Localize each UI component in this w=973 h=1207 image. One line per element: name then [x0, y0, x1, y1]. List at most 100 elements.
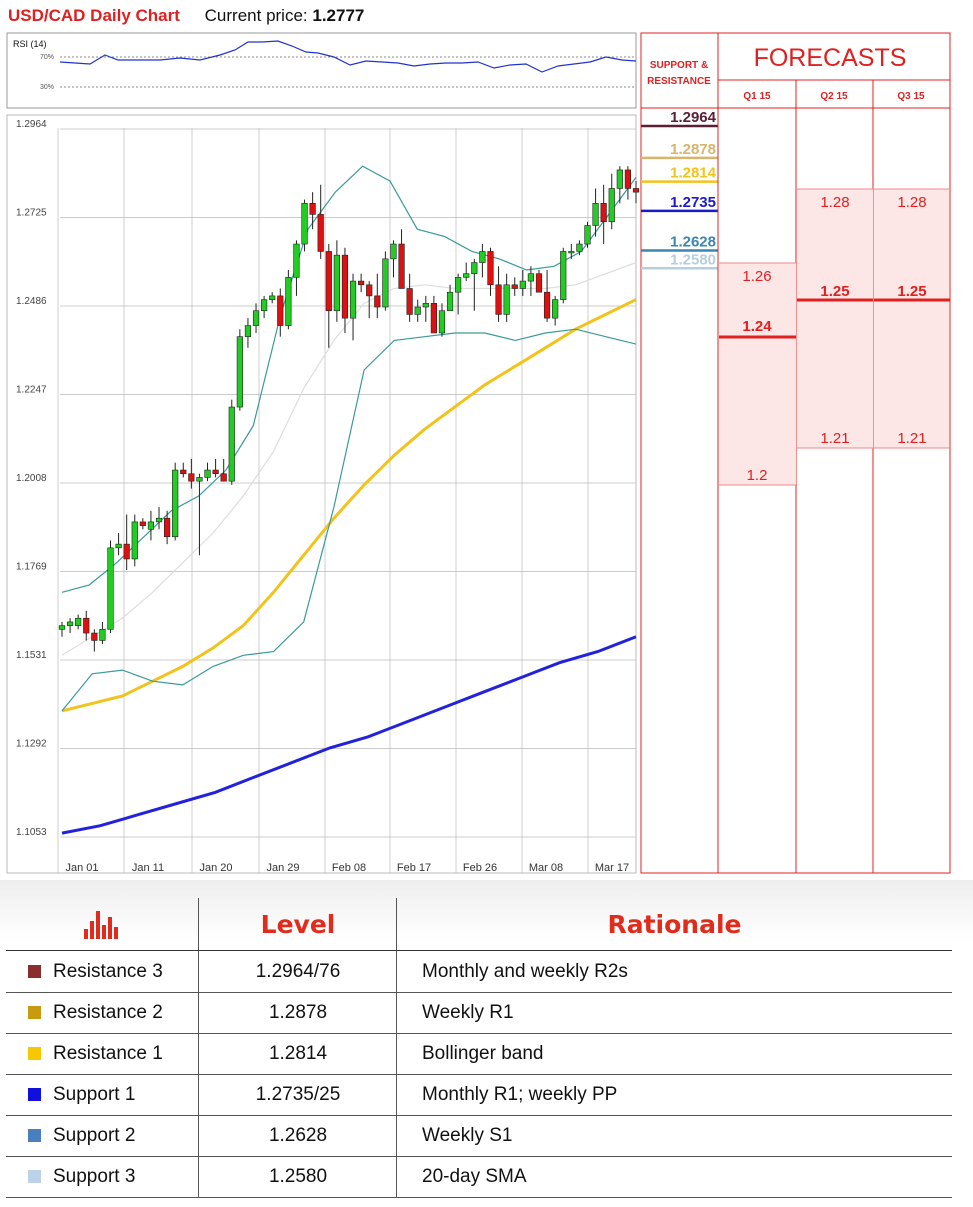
candle-body: [244, 325, 252, 337]
row-name: Resistance 1: [53, 1042, 163, 1064]
sr-level-value: 1.2735: [670, 194, 716, 211]
candle-body: [463, 273, 470, 278]
row-level: 1.2580: [198, 1156, 397, 1197]
candle-body: [584, 225, 591, 245]
q2-mid: 1.25: [820, 283, 849, 300]
row-name: Resistance 3: [53, 960, 163, 982]
row-rationale: Weekly R1: [396, 992, 952, 1033]
y-tick-label: 1.1769: [16, 562, 47, 573]
x-tick-label: Jan 11: [132, 862, 164, 874]
candle-body: [172, 469, 179, 538]
candle-body: [115, 543, 122, 549]
legend-swatch: [28, 965, 41, 978]
candle-body: [438, 310, 446, 334]
row-level: 1.2628: [198, 1115, 397, 1156]
sr-level-value: 1.2628: [670, 233, 716, 250]
y-tick-label: 1.2247: [16, 385, 47, 396]
row-rationale: Bollinger band: [396, 1033, 952, 1074]
candle-body: [398, 243, 405, 289]
candle-body: [479, 251, 486, 263]
rsi-70-label: 70%: [40, 54, 54, 61]
candle-body: [163, 517, 171, 538]
candle-body: [83, 617, 90, 634]
q2-forecast-range: [797, 189, 873, 448]
candle-body: [131, 521, 138, 560]
series-line: [61, 165, 637, 593]
candle-body: [446, 291, 454, 312]
x-tick-label: Jan 01: [65, 862, 98, 874]
y-tick-label: 1.1292: [16, 739, 47, 750]
candle-body: [236, 336, 243, 408]
candle-body: [317, 214, 324, 252]
x-tick-label: Jan 20: [199, 862, 232, 874]
candle-body: [503, 284, 510, 315]
candle-body: [293, 243, 300, 278]
legend-swatch: [28, 1006, 41, 1019]
candle-body: [608, 188, 615, 223]
level-header: Level: [198, 898, 397, 950]
q1-high: 1.26: [742, 268, 771, 285]
q1-forecast-range: [719, 263, 796, 485]
candle-body: [527, 273, 535, 282]
candle-body: [535, 273, 543, 293]
candle-body: [624, 169, 632, 189]
sr-level-value: 1.2878: [670, 141, 716, 158]
x-tick-label: Mar 17: [595, 862, 629, 874]
table-header-icon-cell: [6, 898, 198, 950]
q2-high: 1.28: [820, 194, 849, 211]
legend-swatch: [28, 1170, 41, 1183]
rsi-label: RSI (14): [13, 39, 47, 49]
candle-body: [600, 202, 607, 223]
candle-body: [277, 295, 284, 326]
candle-body: [487, 251, 494, 286]
candle-body: [455, 277, 462, 293]
candle-body: [560, 251, 567, 300]
row-name: Support 2: [53, 1124, 136, 1146]
row-rationale: 20-day SMA: [396, 1156, 952, 1197]
forecast-title: FORECASTS: [754, 44, 907, 72]
q3-mid: 1.25: [897, 283, 926, 300]
legend-swatch: [28, 1129, 41, 1142]
row-level: 1.2735/25: [198, 1074, 397, 1115]
y-tick-label: 1.1531: [16, 650, 47, 661]
row-name-cell: Support 2: [6, 1115, 198, 1156]
candle-body: [301, 202, 308, 245]
price-value: 1.2777: [312, 6, 365, 25]
candle-body: [91, 632, 98, 641]
rsi-30-label: 30%: [40, 84, 54, 91]
sr-level-value: 1.2814: [670, 165, 717, 182]
candle-body: [471, 262, 478, 274]
candle-body: [99, 629, 106, 641]
row-rationale: Monthly and weekly R2s: [396, 951, 952, 992]
chart-canvas: RSI (14) 70% 30% 1.2964 1.2725 1.2486 1.224…: [6, 32, 951, 874]
x-tick-label: Mar 08: [529, 862, 563, 874]
chart-grid: [57, 128, 636, 873]
candle-body: [123, 543, 130, 560]
table-row: Resistance 2 1.2878 Weekly R1: [6, 992, 952, 1034]
x-tick-label: Jan 29: [266, 862, 299, 874]
price-label: Current price:: [204, 6, 308, 25]
sr-header-line2: RESISTANCE: [647, 76, 711, 87]
candle-body: [325, 251, 332, 312]
series-line: [61, 298, 637, 713]
row-name-cell: Support 1: [6, 1074, 198, 1115]
q2-low: 1.21: [820, 430, 849, 447]
candle-body: [212, 469, 219, 475]
candle-body: [422, 303, 429, 308]
chart-header: USD/CAD Daily Chart Current price: 1.277…: [8, 6, 364, 26]
candle-body: [568, 251, 575, 254]
candle-body: [147, 521, 155, 530]
table-header: Level Rationale: [6, 898, 952, 951]
candle-body: [285, 277, 292, 326]
candle-body: [414, 306, 421, 315]
y-axis: 1.2964 1.2725 1.2486 1.2247 1.2008 1.1769 1.15…: [16, 119, 47, 838]
candle-body: [430, 303, 437, 334]
rationale-header: Rationale: [396, 898, 952, 950]
candle-body: [552, 299, 559, 319]
candle-body: [616, 169, 623, 189]
candle-body: [576, 243, 583, 252]
q1-low: 1.2: [747, 467, 768, 484]
y-tick-label: 1.1053: [16, 827, 47, 838]
row-name: Support 1: [53, 1083, 136, 1105]
candle-body: [269, 295, 276, 300]
